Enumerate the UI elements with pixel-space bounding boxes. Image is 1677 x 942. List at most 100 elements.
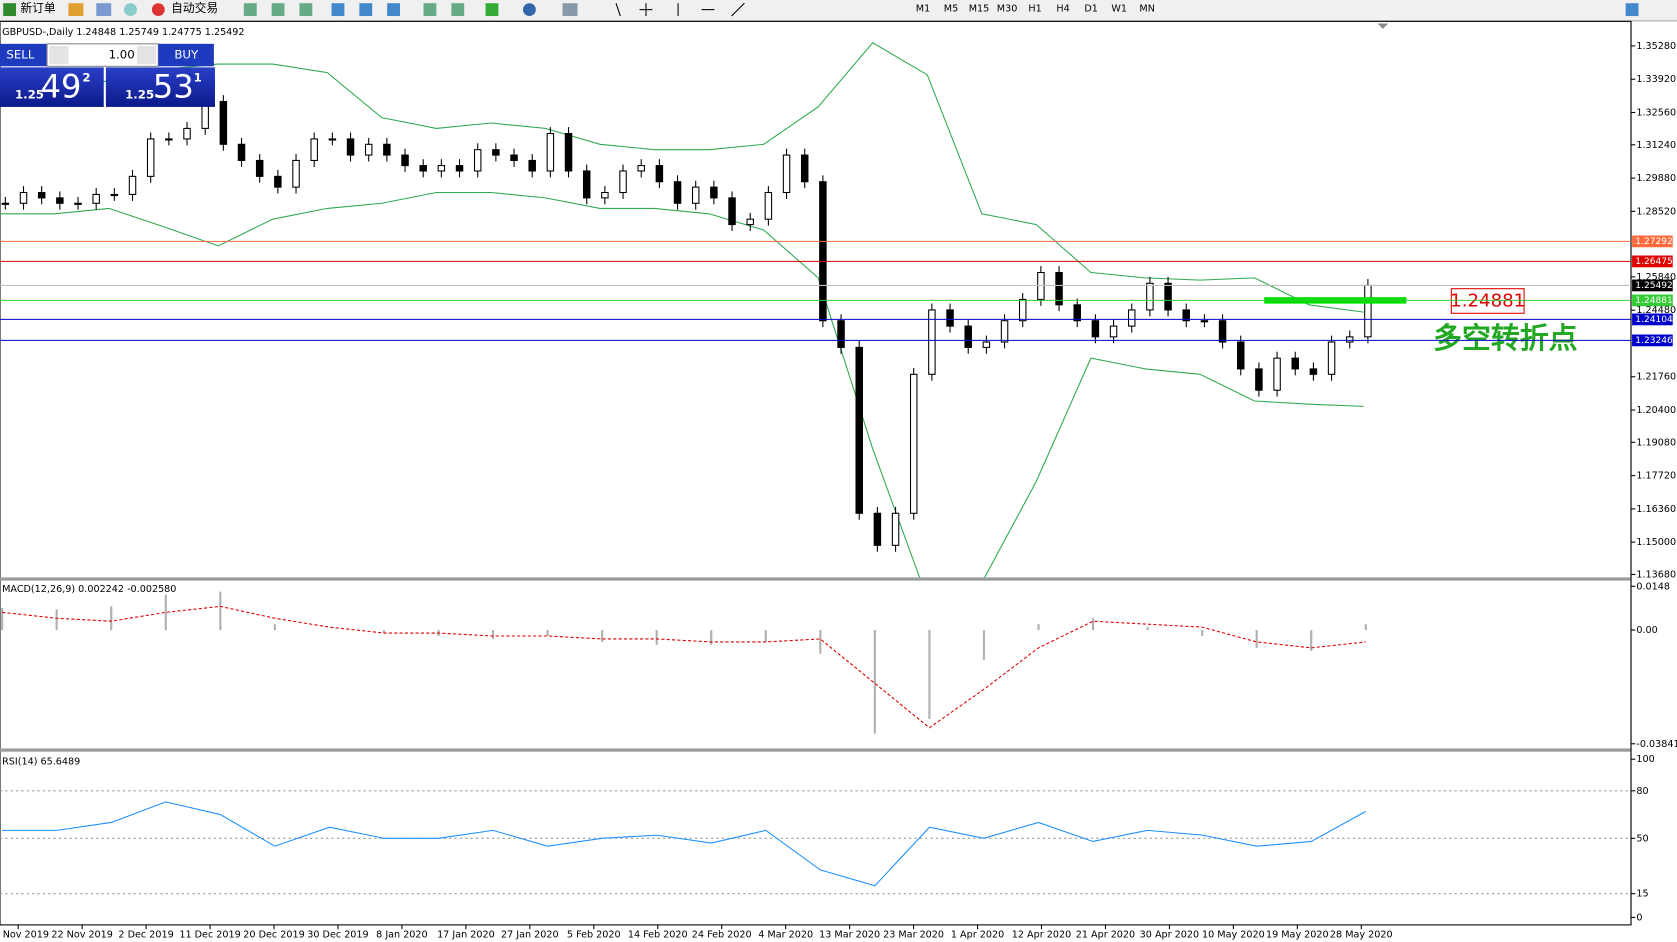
candle-body xyxy=(909,373,918,514)
tool-line[interactable] xyxy=(299,3,313,17)
timeframe-bar: M1 M5 M15 M30 H1 H4 D1 W1 MN xyxy=(916,4,1155,15)
candle-body xyxy=(1345,336,1354,343)
x-tick-label: 22 Nov 2019 xyxy=(51,930,113,941)
lots-up[interactable] xyxy=(136,45,157,65)
macd-label: MACD(12,26,9) 0.002242 -0.002580 xyxy=(2,584,176,595)
price-level-tag xyxy=(1632,294,1673,307)
candle-body xyxy=(946,309,954,327)
buy-button[interactable] xyxy=(158,43,214,67)
candle-body xyxy=(782,154,791,194)
candle-body xyxy=(310,138,318,161)
zoom-in[interactable] xyxy=(331,3,345,17)
candle-body xyxy=(419,165,427,172)
timeframe-button[interactable]: M15 xyxy=(969,4,990,15)
candle-body xyxy=(455,165,464,172)
periods[interactable] xyxy=(522,3,536,17)
y-tick-label: 1.28520 xyxy=(1636,206,1676,217)
timeframe-button[interactable]: W1 xyxy=(1111,4,1127,15)
candle-body xyxy=(710,186,718,199)
candle-body xyxy=(528,159,536,172)
panel-separator xyxy=(0,748,1632,752)
candle-body xyxy=(764,191,773,220)
macd-tick-label: 0.00 xyxy=(1636,625,1657,636)
x-tick-label: 30 Dec 2019 xyxy=(307,930,368,941)
candle-body xyxy=(1273,357,1281,391)
timeframe-button[interactable]: H4 xyxy=(1056,4,1069,15)
candle-body xyxy=(1000,320,1009,343)
y-tick-label: 1.25840 xyxy=(1636,272,1676,283)
chart-frame xyxy=(0,20,1632,926)
new-order-button[interactable]: 新订单 xyxy=(20,1,56,15)
lots-down[interactable] xyxy=(49,45,69,65)
toolbar-icon[interactable] xyxy=(124,3,137,17)
price-level-label: 1.26475 xyxy=(1635,257,1673,267)
candle-body xyxy=(183,127,191,140)
annotation-text: 多空转折点 xyxy=(1433,321,1577,355)
cursor-tool[interactable] xyxy=(615,3,621,17)
x-tick-label: 12 Apr 2020 xyxy=(1012,930,1071,941)
candle-body xyxy=(346,138,355,156)
macd-tick-label: -0.038415 xyxy=(1636,739,1677,750)
candle-body xyxy=(691,186,700,204)
sell-label[interactable]: SELL xyxy=(6,48,34,62)
timeframe-button[interactable]: M1 xyxy=(916,4,930,15)
x-tick-label: 10 May 2020 xyxy=(1202,930,1265,941)
candle-body xyxy=(1109,325,1118,338)
timeframe-button[interactable]: H1 xyxy=(1028,4,1041,15)
candle-body xyxy=(655,165,664,183)
candle-body xyxy=(1309,368,1318,375)
y-tick-label: 1.31240 xyxy=(1636,140,1676,151)
tile[interactable] xyxy=(387,3,400,17)
x-tick-label: 24 Feb 2020 xyxy=(692,930,752,941)
candle-body xyxy=(92,193,100,204)
x-tick-label: 14 Feb 2020 xyxy=(628,930,688,941)
templates[interactable] xyxy=(562,3,578,17)
zoom-out[interactable] xyxy=(359,3,373,17)
candle-body xyxy=(1182,309,1190,322)
tool-bars[interactable] xyxy=(243,3,257,17)
autoscroll[interactable] xyxy=(423,3,437,17)
x-tick-label: 8 Jan 2020 xyxy=(376,930,428,941)
auto-trading-button[interactable]: 自动交易 xyxy=(171,1,218,15)
candle-body xyxy=(1164,282,1172,311)
timeframe-button[interactable]: D1 xyxy=(1084,4,1098,15)
x-tick-label: 27 Jan 2020 xyxy=(501,930,559,941)
chart-shift[interactable] xyxy=(451,3,465,17)
bid-quote[interactable] xyxy=(0,67,104,107)
ask-quote[interactable] xyxy=(105,67,215,107)
price-level-label: 1.24881 xyxy=(1635,296,1673,306)
buy-label[interactable]: BUY xyxy=(174,48,199,62)
annotation-price: 1.24881 xyxy=(1450,291,1525,312)
candle-body xyxy=(292,159,300,188)
tool-candles[interactable] xyxy=(271,3,285,17)
rsi-label: RSI(14) 65.6489 xyxy=(2,756,80,767)
toolbar-icon[interactable] xyxy=(68,3,84,17)
candle-body xyxy=(1200,320,1209,323)
lots-value[interactable]: 1.00 xyxy=(109,48,135,62)
sell-button[interactable] xyxy=(0,43,48,67)
indicators[interactable] xyxy=(485,3,499,17)
candle-body xyxy=(1091,320,1100,338)
timeframe-button[interactable]: MN xyxy=(1139,4,1154,15)
y-tick-label: 1.16360 xyxy=(1636,504,1676,515)
y-tick-label: 1.17720 xyxy=(1636,471,1676,482)
candle-body xyxy=(1146,282,1154,311)
candle-body xyxy=(1018,298,1027,322)
candle-body xyxy=(1073,304,1081,322)
auto-trading-icon[interactable] xyxy=(151,3,165,17)
toolbar xyxy=(0,0,1677,21)
candle-body xyxy=(19,191,28,204)
x-tick-label: 2 Dec 2019 xyxy=(118,930,173,941)
upper-band xyxy=(0,42,1364,313)
timeframe-button[interactable]: M30 xyxy=(997,4,1018,15)
search-icon[interactable] xyxy=(1625,3,1639,17)
new-order-icon[interactable] xyxy=(3,3,17,17)
timeframe-button[interactable]: M5 xyxy=(944,4,958,15)
trendline-tool[interactable] xyxy=(731,2,745,17)
candle-body xyxy=(1127,309,1136,327)
bid-pips: 49 xyxy=(41,68,82,106)
candle-body xyxy=(873,512,882,546)
candle-body xyxy=(800,154,809,183)
toolbar-icon[interactable] xyxy=(96,3,112,17)
x-tick-label: 21 Apr 2020 xyxy=(1076,930,1135,941)
